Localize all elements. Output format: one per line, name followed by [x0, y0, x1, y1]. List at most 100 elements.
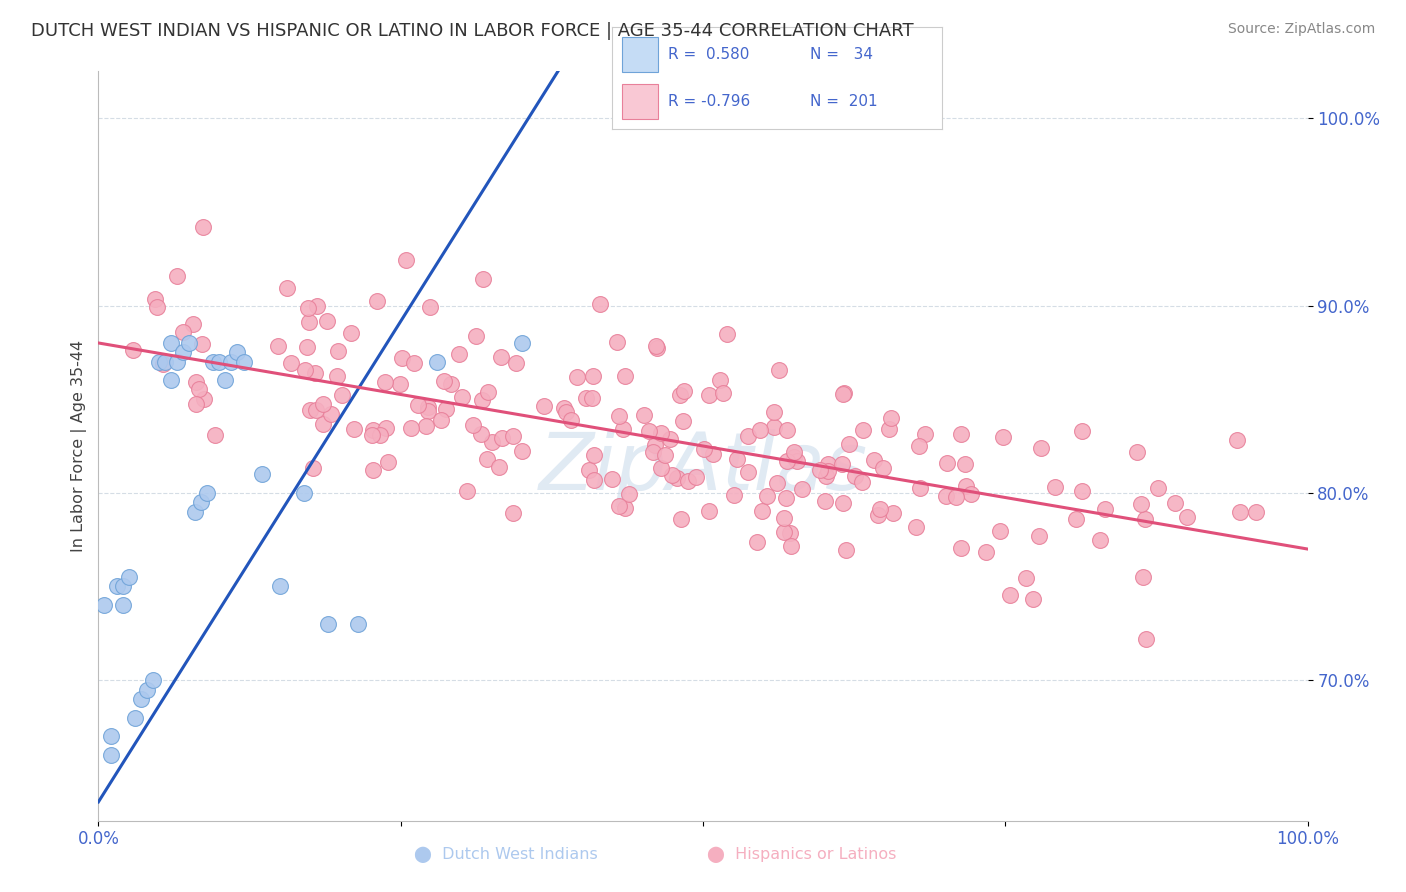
Point — [776, 423, 799, 437]
Point — [600, 472, 623, 486]
Point — [709, 373, 731, 387]
Point — [152, 357, 174, 371]
Point — [510, 444, 533, 458]
Point — [343, 422, 366, 436]
Point — [612, 421, 634, 435]
Point — [208, 355, 231, 369]
Point — [307, 299, 329, 313]
Point — [391, 351, 413, 365]
Point — [404, 356, 426, 370]
Point — [936, 456, 959, 470]
Point — [817, 464, 839, 478]
Point — [302, 461, 325, 475]
Point — [447, 347, 470, 361]
Point — [111, 599, 134, 613]
Point — [339, 326, 361, 340]
Point — [661, 468, 683, 483]
Point — [416, 404, 439, 418]
Point — [1045, 480, 1067, 494]
Point — [312, 417, 335, 431]
Point — [463, 417, 485, 432]
Point — [315, 314, 337, 328]
Point — [643, 444, 665, 458]
Point — [221, 355, 243, 369]
Point — [702, 447, 724, 461]
Point — [143, 292, 166, 306]
Point — [814, 494, 837, 508]
Point — [606, 335, 628, 350]
Point — [374, 420, 396, 434]
Point — [832, 387, 855, 401]
Point — [844, 469, 866, 483]
Point — [419, 300, 441, 314]
Point — [699, 388, 721, 402]
Point — [555, 405, 578, 419]
Point — [304, 366, 326, 380]
Point — [974, 545, 997, 559]
Point — [773, 524, 796, 539]
Point — [426, 355, 449, 369]
Point — [832, 386, 855, 401]
Point — [118, 570, 141, 584]
Point — [711, 385, 734, 400]
Point — [204, 427, 226, 442]
Point — [502, 507, 524, 521]
Point — [434, 401, 457, 416]
Bar — [621, 84, 658, 119]
Point — [1229, 505, 1251, 519]
Point — [129, 692, 152, 706]
Point — [607, 409, 630, 424]
Point — [607, 499, 630, 513]
Point — [361, 463, 384, 477]
Point — [716, 327, 738, 342]
Point — [332, 388, 354, 402]
Point — [312, 397, 335, 411]
Point — [817, 457, 839, 471]
Point — [430, 413, 453, 427]
Point — [851, 475, 873, 489]
Point — [1088, 533, 1111, 548]
Point — [232, 355, 254, 369]
Point — [394, 252, 416, 267]
Point — [831, 495, 853, 509]
Point — [1147, 481, 1170, 495]
Text: N =   34: N = 34 — [810, 47, 873, 62]
Point — [578, 463, 600, 477]
Point — [100, 748, 122, 763]
Point — [650, 461, 672, 475]
Point — [988, 524, 1011, 538]
Point — [361, 427, 384, 442]
Point — [1226, 434, 1249, 448]
Point — [184, 505, 207, 519]
Point — [773, 510, 796, 524]
Point — [190, 336, 212, 351]
Point — [477, 385, 499, 400]
Point — [124, 710, 146, 724]
Point — [1064, 512, 1087, 526]
Point — [908, 481, 931, 495]
Text: R = -0.796: R = -0.796 — [668, 94, 749, 109]
Point — [326, 344, 349, 359]
Point — [905, 520, 928, 534]
Point — [762, 405, 785, 419]
Point — [193, 392, 215, 406]
Point — [645, 341, 668, 355]
Point — [565, 369, 588, 384]
Point — [481, 434, 503, 449]
Point — [433, 374, 456, 388]
Point — [195, 485, 218, 500]
Point — [768, 363, 790, 377]
Point — [166, 355, 188, 369]
Point — [172, 345, 194, 359]
Point — [1133, 512, 1156, 526]
Point — [299, 403, 322, 417]
Point — [737, 429, 759, 443]
Point — [226, 345, 249, 359]
Point — [654, 448, 676, 462]
Point — [614, 500, 637, 515]
Bar — [621, 37, 658, 72]
Point — [533, 399, 555, 413]
Point — [451, 390, 474, 404]
Point — [650, 425, 672, 440]
Point — [762, 419, 785, 434]
